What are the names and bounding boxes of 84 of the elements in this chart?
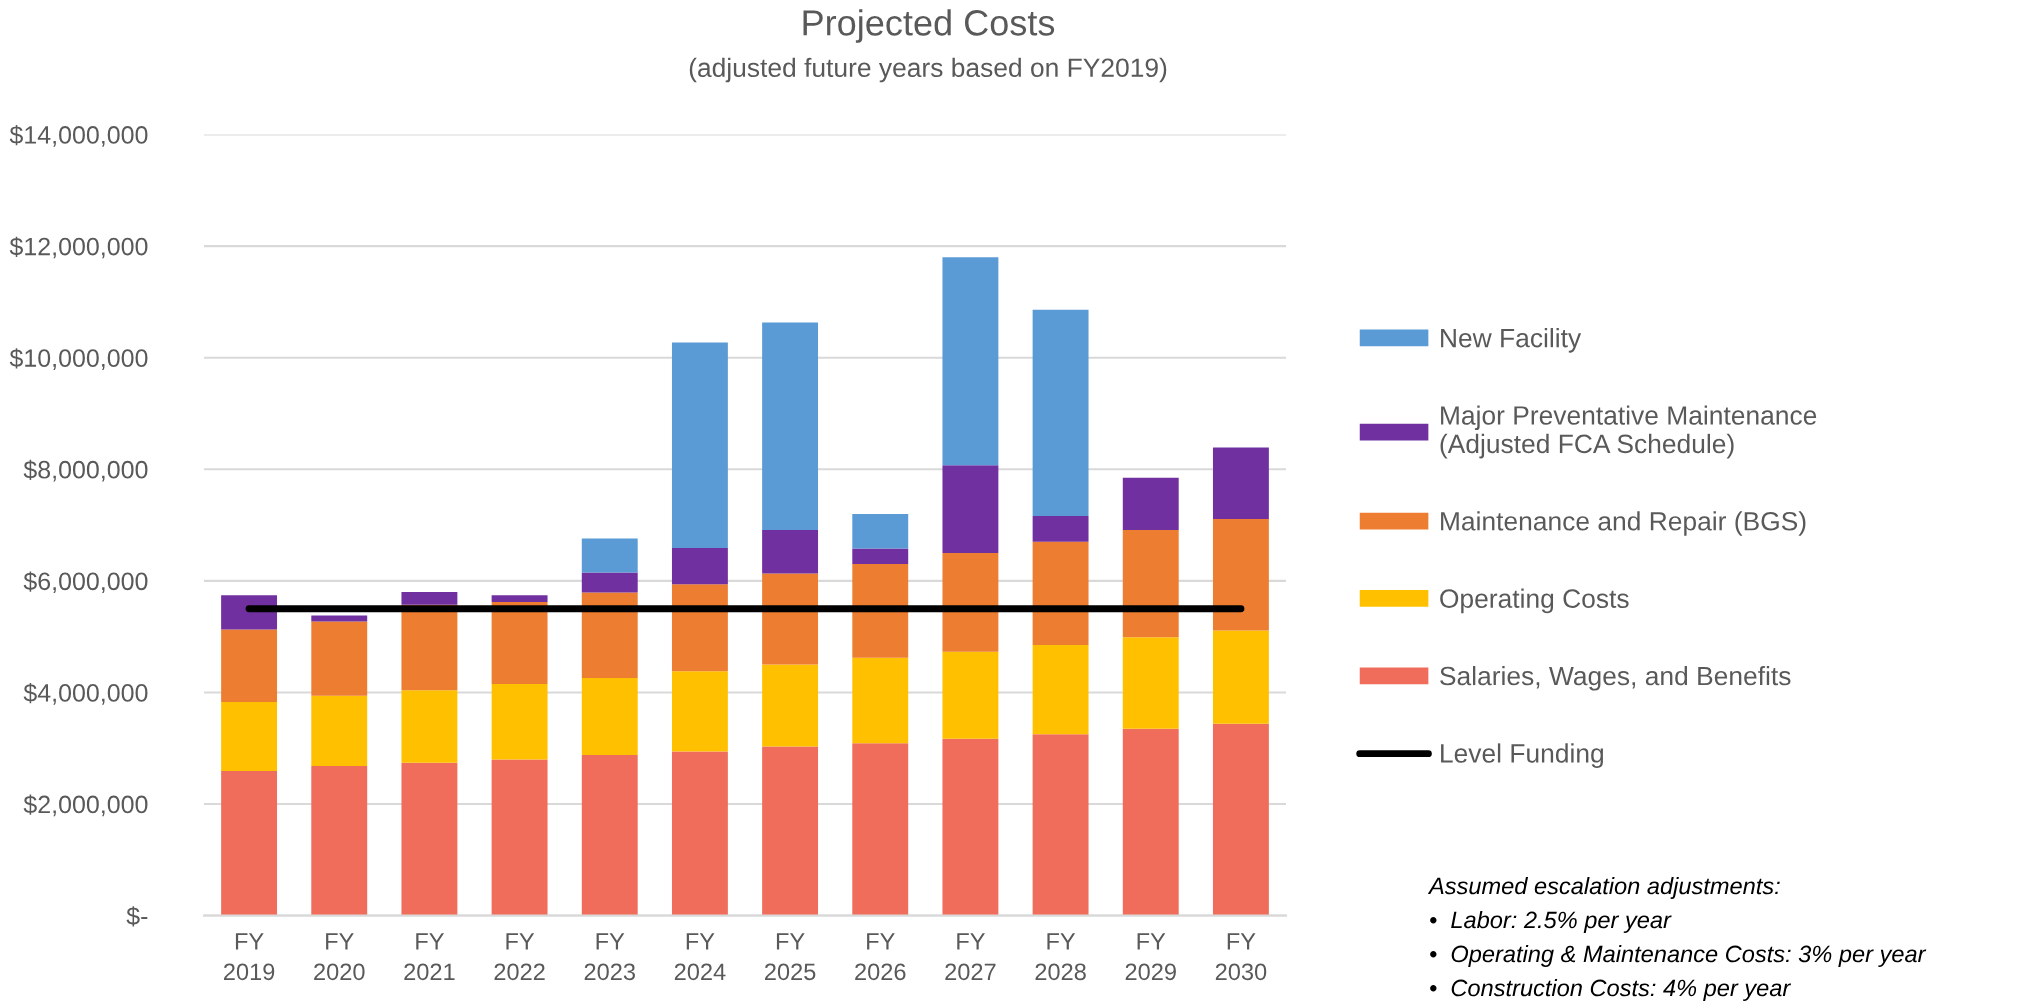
x-tick-label: FY 2020	[314, 933, 365, 981]
bar	[1032, 309, 1089, 517]
bar	[1122, 637, 1179, 729]
y-tick-label: $-	[126, 906, 148, 927]
bar	[581, 538, 638, 573]
bar	[852, 657, 909, 744]
bar	[1122, 530, 1179, 638]
text: • Operating & Maintenance Costs: 3% per year	[1430, 944, 1927, 968]
bar	[311, 695, 368, 767]
bar	[1212, 447, 1269, 519]
y-tick-label: $12,000,000	[9, 236, 148, 259]
x-tick-label: FY 2022	[494, 933, 545, 981]
x-tick-label: FY 2028	[1035, 933, 1086, 981]
bar	[491, 759, 548, 916]
bar	[671, 751, 728, 916]
bar	[762, 573, 819, 665]
x-tick-label: FY 2029	[1125, 933, 1176, 981]
bar	[671, 342, 728, 548]
bar	[1032, 541, 1089, 645]
y-tick-label: $2,000,000	[23, 794, 148, 817]
chart-title: Projected Costs	[803, 9, 1055, 43]
bar	[671, 584, 728, 672]
x-tick-label: FY 2023	[584, 933, 635, 981]
bar	[581, 677, 638, 755]
legend-label: New Facility	[1441, 328, 1582, 353]
text: • Labor: 2.5% per year	[1430, 910, 1672, 934]
bar	[581, 572, 638, 593]
bar	[311, 615, 368, 622]
bar	[762, 530, 819, 574]
bar	[221, 771, 278, 916]
bar	[762, 746, 819, 916]
bar	[491, 602, 548, 685]
bar	[311, 621, 368, 696]
x-tick-label: FY 2027	[945, 933, 996, 981]
legend-label: Level Funding	[1441, 743, 1603, 768]
bar	[942, 738, 999, 916]
bar	[762, 664, 819, 747]
bar	[581, 754, 638, 916]
bar	[491, 684, 548, 760]
bar	[1122, 477, 1179, 531]
bar	[221, 629, 278, 702]
x-tick-label: FY 2019	[224, 933, 275, 981]
y-tick-label: $6,000,000	[23, 571, 148, 594]
bar	[942, 651, 999, 739]
bar	[852, 564, 909, 658]
legend-label: Salaries, Wages, and Benefits	[1440, 665, 1791, 691]
bar	[942, 552, 999, 652]
legend-label: Operating Costs	[1440, 588, 1629, 614]
bar	[671, 547, 728, 585]
text: Assumed escalation adjustments:	[1427, 876, 1780, 900]
bar	[401, 592, 458, 605]
bar	[401, 690, 458, 763]
bar	[852, 513, 909, 549]
bar	[1032, 645, 1089, 735]
bar	[852, 743, 909, 916]
bar	[942, 257, 999, 466]
bar	[581, 592, 638, 678]
y-tick-label: $10,000,000	[9, 348, 148, 370]
bar	[1212, 723, 1269, 916]
bar	[1212, 630, 1269, 724]
bar	[311, 766, 368, 916]
bar	[1122, 728, 1179, 916]
bar	[1212, 518, 1269, 631]
chart-subtitle: (adjusted future years based on FY2019)	[689, 57, 1167, 83]
text: • Construction Costs: 4% per year	[1430, 978, 1792, 1002]
bar	[671, 671, 728, 752]
x-tick-label: FY 2021	[404, 933, 455, 981]
bar	[762, 322, 819, 531]
x-tick-label: FY 2025	[765, 933, 816, 981]
x-tick-label: FY 2024	[674, 933, 726, 981]
bar	[1032, 734, 1089, 916]
legend-label: Major Preventative Maintenance (Adjusted FCA Schedule)	[1440, 405, 1817, 459]
x-tick-label: FY 2030	[1215, 933, 1267, 981]
bar	[491, 595, 548, 603]
bar	[401, 762, 458, 916]
x-tick-label: FY 2026	[855, 933, 906, 981]
bar	[1032, 516, 1089, 542]
y-tick-label: $8,000,000	[23, 459, 148, 482]
y-tick-label: $14,000,000	[9, 125, 148, 147]
bar	[221, 701, 278, 772]
legend-label: Maintenance and Repair (BGS)	[1441, 511, 1806, 536]
bar	[942, 465, 999, 553]
bar	[852, 548, 909, 565]
y-tick-label: $4,000,000	[23, 682, 148, 705]
